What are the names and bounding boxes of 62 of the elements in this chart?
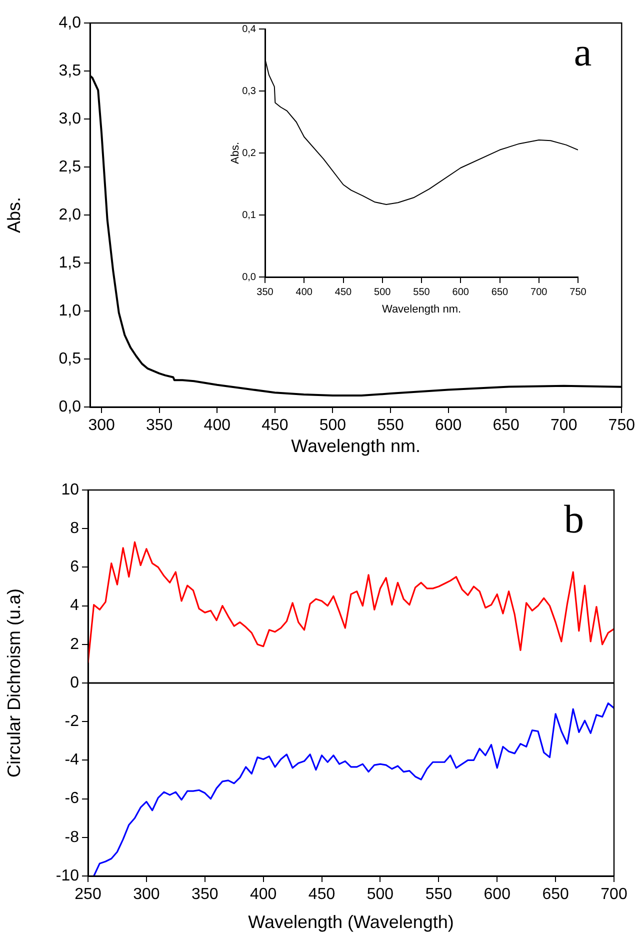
x-tick-label: 650 [542, 886, 569, 904]
x-tick-label: 350 [256, 286, 274, 298]
y-tick-label: 0,0 [242, 272, 256, 283]
x-tick-label: 350 [146, 417, 173, 434]
x-tick-label: 650 [491, 286, 509, 298]
x-axis-title: Wavelength (Wavelength) [248, 912, 454, 932]
y-tick-label: 0,3 [242, 86, 256, 97]
x-tick-label: 700 [600, 886, 628, 904]
y-tick-label: 4,0 [58, 14, 82, 32]
y-axis-title: Circular Dichroism (u.a) [4, 588, 24, 778]
x-tick-label: 450 [262, 417, 288, 434]
y-tick-label: 3,0 [58, 110, 82, 128]
y-tick-label: -10 [56, 867, 80, 884]
x-tick-label: 550 [413, 286, 430, 298]
x-tick-label: 400 [204, 417, 231, 434]
x-tick-label: 700 [530, 286, 548, 298]
annotation: b [564, 496, 584, 542]
x-axis-title: Wavelength nm. [382, 303, 462, 316]
y-tick-label: 3,5 [58, 62, 82, 80]
x-tick-label: 550 [425, 886, 452, 904]
y-tick-label: 6 [70, 558, 80, 576]
x-axis-title: Wavelength nm. [291, 436, 421, 456]
annotation: a [574, 30, 592, 74]
y-axis-title: Abs. [4, 196, 24, 234]
x-tick-label: 400 [296, 286, 313, 298]
x-tick-label: 300 [88, 417, 116, 434]
y-tick-label: 1,0 [58, 302, 82, 320]
y-tick-label: 0,4 [242, 24, 256, 35]
y-tick-label: 1,5 [58, 254, 82, 272]
y-tick-label: -4 [64, 752, 80, 769]
x-tick-label: 600 [484, 886, 511, 904]
x-tick-label: 300 [133, 886, 160, 904]
y-tick-label: 0,0 [58, 398, 82, 416]
x-tick-label: 600 [434, 417, 462, 434]
y-tick-label: 0,5 [58, 350, 82, 368]
y-tick-label: 2 [70, 636, 80, 653]
y-tick-label: 2,5 [58, 158, 82, 176]
x-tick-label: 500 [366, 886, 394, 904]
x-tick-label: 650 [492, 417, 520, 434]
y-tick-label: 0,2 [242, 148, 256, 159]
x-tick-label: 600 [452, 286, 470, 298]
x-tick-label: 550 [377, 417, 404, 434]
y-tick-label: 10 [61, 481, 80, 498]
x-tick-label: 500 [319, 417, 346, 434]
y-tick-label: 0 [70, 674, 80, 692]
x-tick-label: 500 [374, 286, 392, 298]
x-tick-label: 750 [570, 286, 587, 298]
y-tick-label: 8 [70, 520, 80, 538]
x-tick-label: 750 [608, 417, 636, 434]
y-axis-title: Abs. [230, 142, 242, 164]
y-tick-label: 4 [70, 597, 80, 614]
x-tick-label: 450 [308, 886, 336, 904]
y-tick-label: -8 [64, 828, 80, 846]
y-tick-label: -2 [64, 713, 80, 730]
x-tick-label: 350 [192, 886, 218, 904]
x-tick-label: 250 [74, 886, 102, 904]
y-tick-label: -6 [64, 790, 80, 808]
y-tick-label: 2,0 [58, 206, 82, 224]
x-tick-label: 400 [250, 886, 277, 904]
y-tick-label: 0,1 [242, 210, 256, 221]
x-tick-label: 700 [550, 417, 578, 434]
x-tick-label: 450 [334, 286, 352, 298]
